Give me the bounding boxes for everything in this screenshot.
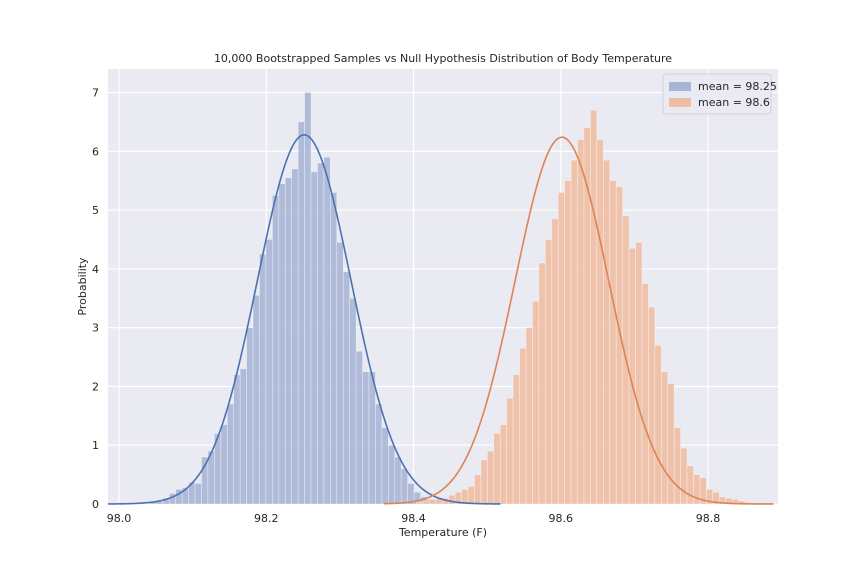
null-hypothesis-bar	[525, 327, 533, 505]
y-tick-label: 7	[92, 87, 99, 100]
kde-curves	[108, 134, 774, 505]
null-hypothesis-bar	[673, 427, 681, 505]
x-tick-label: 98.8	[696, 512, 721, 525]
x-tick-label: 98.2	[254, 512, 279, 525]
bootstrap-bar	[246, 327, 254, 505]
y-tick-label: 5	[92, 204, 99, 217]
null-hypothesis-bar	[641, 283, 649, 505]
null-hypothesis-bar	[493, 433, 501, 505]
null-hypothesis-bar	[487, 450, 495, 505]
null-hypothesis-bar	[570, 159, 578, 505]
bootstrap-bar	[265, 239, 273, 505]
bootstrap-bar	[355, 350, 363, 505]
bootstrap-bar	[400, 468, 408, 505]
x-axis-label: Temperature (F)	[398, 526, 487, 539]
y-tick-label: 1	[92, 439, 99, 452]
y-tick-label: 0	[92, 498, 99, 511]
null-hypothesis-bar	[480, 459, 488, 505]
y-tick-label: 6	[92, 145, 99, 158]
bootstrap-bar	[239, 368, 247, 505]
bootstrap-bar	[220, 424, 228, 505]
tick-labels: 98.0 98.2 98.4 98.6 98.8 0 1 2 3 4 5 6 7	[92, 87, 720, 525]
bootstrap-bar	[226, 403, 235, 505]
y-axis-label: Probability	[76, 257, 89, 316]
null-density-curve	[384, 136, 774, 505]
bootstrap-bar	[291, 168, 299, 505]
bootstrap-bar	[233, 374, 241, 505]
null-hypothesis-bar	[506, 397, 514, 505]
bootstrap-bar	[272, 195, 280, 505]
y-tick-label: 2	[92, 380, 99, 393]
null-hypothesis-bar	[686, 465, 694, 505]
x-tick-label: 98.4	[401, 512, 426, 525]
null-hypothesis-bar	[416, 501, 424, 505]
bootstrap-bar	[368, 371, 376, 505]
null-hypothesis-bar	[557, 192, 565, 505]
bootstrap-bar	[381, 427, 389, 505]
y-tick-label: 4	[92, 263, 99, 276]
bootstrap-bar	[284, 177, 292, 505]
null-hypothesis-bar	[590, 109, 598, 505]
chart-title: 10,000 Bootstrapped Samples vs Null Hypo…	[214, 52, 672, 65]
null-hypothesis-bar	[467, 486, 475, 505]
bootstrap-bar	[388, 444, 396, 505]
null-hypothesis-bar	[461, 489, 469, 505]
bootstrap-bar	[349, 297, 357, 505]
null-hypothesis-bar	[667, 383, 675, 505]
null-hypothesis-bar	[422, 500, 430, 505]
null-hypothesis-bar	[512, 374, 520, 505]
null-hypothesis-bar	[564, 180, 572, 505]
null-hypothesis-bar	[519, 347, 527, 505]
legend-swatch-blue	[669, 82, 691, 91]
null-hypothesis-bar	[603, 159, 611, 505]
y-tick-label: 3	[92, 322, 99, 335]
bootstrap-bar	[259, 253, 267, 505]
bootstrap-bar	[194, 483, 202, 505]
legend-swatch-orange	[669, 98, 691, 107]
legend-label-orange: mean = 98.6	[698, 96, 770, 109]
bootstrap-bar	[323, 156, 331, 505]
bootstrap-bar	[252, 295, 260, 505]
null-hypothesis-bar	[577, 139, 585, 505]
bootstrap-bar	[336, 242, 344, 505]
legend: mean = 98.25 mean = 98.6	[662, 73, 777, 115]
null-hypothesis-bar	[532, 300, 540, 505]
null-hypothesis-bar	[429, 498, 437, 505]
bootstrap-bar	[330, 192, 338, 505]
bootstrap-bar	[310, 171, 318, 505]
bootstrap-bar	[394, 456, 402, 505]
x-tick-label: 98.6	[549, 512, 574, 525]
null-hypothesis-bar	[474, 474, 482, 505]
null-hypothesis-bar	[661, 371, 669, 505]
null-hypothesis-bar	[635, 242, 643, 505]
x-tick-label: 98.0	[107, 512, 132, 525]
null-hypothesis-bar	[654, 344, 662, 505]
null-hypothesis-bar	[551, 218, 559, 505]
bootstrap-bar	[317, 162, 325, 505]
null-hypothesis-bar	[538, 262, 546, 505]
bootstrap-bar	[362, 371, 370, 505]
null-hypothesis-bar	[596, 139, 604, 505]
bootstrap-bar	[342, 271, 350, 505]
null-hypothesis-bar	[545, 239, 553, 505]
legend-label-blue: mean = 98.25	[698, 80, 777, 93]
null-hypothesis-bar	[609, 180, 617, 505]
null-hypothesis-bar	[680, 447, 688, 505]
bootstrap-bar	[304, 92, 312, 505]
bootstrap-density-curve	[108, 134, 501, 505]
null-hypothesis-bar	[648, 306, 656, 505]
null-hypothesis-bar	[499, 424, 507, 505]
bootstrap-bar	[375, 403, 383, 505]
bootstrap-bar	[297, 121, 305, 505]
bootstrap-bar	[278, 183, 286, 505]
null-hypothesis-bar	[448, 494, 456, 505]
null-hypothesis-bar	[615, 186, 623, 505]
